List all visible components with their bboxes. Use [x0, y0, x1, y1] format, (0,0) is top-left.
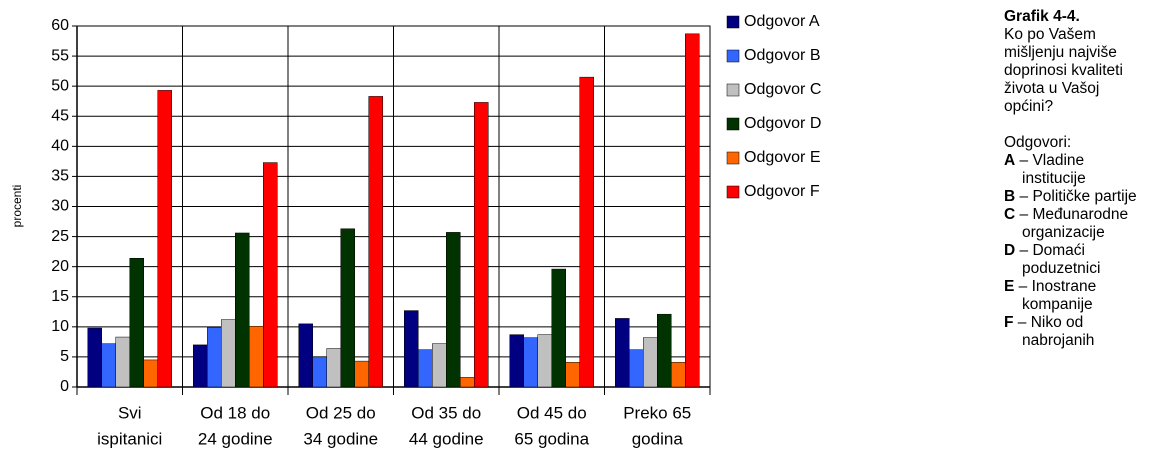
- legend-label: Odgovor C: [744, 81, 821, 98]
- y-tick-label: 10: [51, 318, 69, 335]
- answer-letter: C: [1004, 206, 1016, 223]
- bar: [326, 348, 341, 388]
- bar: [207, 327, 222, 388]
- answer-text: – Političke partije: [1019, 188, 1137, 205]
- y-axis-label: procenti: [10, 185, 24, 228]
- answer: C – Međunarodne organizacije: [1004, 206, 1149, 242]
- answer-text: – Inostrane kompanije: [1018, 278, 1097, 313]
- note-title: Grafik 4-4.: [1004, 8, 1080, 25]
- answer: D – Domaći poduzetnici: [1004, 242, 1149, 278]
- y-tick-label: 15: [51, 288, 69, 305]
- legend-swatch: [726, 117, 740, 131]
- y-tick-label: 25: [51, 228, 69, 245]
- bar: [474, 102, 489, 388]
- note-question: Ko po Vašem mišljenju najviše doprinosi …: [1004, 26, 1123, 115]
- y-tick-label: 5: [60, 348, 69, 365]
- bar: [249, 325, 264, 388]
- answers: A – Vladine institucije B – Političke par…: [1004, 152, 1149, 350]
- x-tick-label: Od 18 do: [200, 403, 270, 422]
- chart: procenti 0 5 10 15 20 25 30 35 40 45 50 55 60 Svi ispi…: [10, 13, 821, 448]
- y-tick-label: 35: [51, 168, 69, 185]
- x-tick-label: Od 45 do: [517, 403, 587, 422]
- x-tick-label: Svi: [118, 403, 142, 422]
- bar: [565, 362, 580, 388]
- x-tick-label: Od 35 do: [411, 403, 481, 422]
- answer-text: – Domaći poduzetnici: [1019, 242, 1101, 277]
- answer-text: – Međunarodne organizacije: [1019, 206, 1129, 241]
- legend-swatch: [726, 151, 740, 165]
- bar: [193, 344, 208, 388]
- answer-letter: B: [1004, 188, 1016, 205]
- answer: E – Inostrane kompanije: [1004, 278, 1149, 314]
- answer-letter: F: [1004, 314, 1014, 331]
- legend-swatch: [726, 185, 740, 199]
- legend-swatch: [726, 83, 740, 97]
- legend-label: Odgovor E: [744, 149, 820, 166]
- y-tick-label: 45: [51, 107, 69, 124]
- bar: [615, 318, 630, 388]
- legend-swatch: [726, 49, 740, 63]
- x-tick-label: ispitanici: [97, 429, 162, 448]
- answer-text: – Vladine institucije: [1019, 152, 1086, 187]
- bar: [579, 76, 594, 388]
- bar: [432, 343, 447, 388]
- legend-label: Odgovor F: [744, 183, 820, 200]
- bar: [509, 334, 524, 388]
- bar: [263, 162, 278, 388]
- answers-label: Odgovori:: [1004, 134, 1072, 151]
- x-tick-label: 65 godina: [514, 429, 589, 448]
- answer-letter: A: [1004, 152, 1016, 169]
- answer: A – Vladine institucije: [1004, 152, 1149, 188]
- bar: [643, 337, 658, 388]
- legend-swatch: [726, 15, 740, 29]
- x-tick-label: godina: [632, 429, 684, 448]
- bar: [685, 33, 700, 388]
- bar: [157, 90, 172, 388]
- bar: [446, 232, 461, 388]
- y-tick-label: 40: [51, 138, 69, 155]
- bar: [671, 362, 686, 388]
- answer: F – Niko od nabrojanih: [1004, 314, 1149, 350]
- bar: [312, 356, 327, 388]
- x-tick-label: 44 godine: [409, 429, 484, 448]
- y-tick-label: 30: [51, 198, 69, 215]
- legend-label: Odgovor A: [744, 13, 820, 30]
- side-note: Grafik 4-4. Ko po Vašem mišljenju najviš…: [1004, 8, 1149, 350]
- y-tick-label: 0: [60, 378, 69, 395]
- bar: [87, 327, 102, 388]
- bar: [340, 228, 355, 388]
- y-tick-label: 60: [51, 17, 69, 34]
- bar: [221, 319, 236, 388]
- y-tick-label: 20: [51, 258, 69, 275]
- y-tick-label: 50: [51, 77, 69, 94]
- bar: [460, 377, 475, 388]
- answer-letter: E: [1004, 278, 1015, 295]
- bar: [537, 334, 552, 388]
- x-tick-label: Od 25 do: [306, 403, 376, 422]
- bar: [657, 313, 672, 388]
- bar: [129, 257, 144, 388]
- x-tick-label: Preko 65: [623, 403, 691, 422]
- answer-letter: D: [1004, 242, 1016, 259]
- bar: [523, 337, 538, 388]
- x-tick-label: 24 godine: [198, 429, 273, 448]
- bar: [404, 310, 419, 388]
- legend-label: Odgovor D: [744, 115, 821, 132]
- x-tick-label: 34 godine: [303, 429, 378, 448]
- bar: [101, 343, 116, 388]
- answer: B – Političke partije: [1004, 188, 1149, 206]
- bar: [298, 323, 313, 388]
- bar: [418, 349, 433, 388]
- bar: [354, 360, 369, 388]
- bar: [629, 349, 644, 388]
- bar: [143, 359, 158, 388]
- bar: [551, 268, 566, 388]
- bar: [115, 336, 130, 388]
- legend-label: Odgovor B: [744, 47, 820, 64]
- y-tick-label: 55: [51, 47, 69, 64]
- bar: [235, 232, 250, 388]
- bar: [368, 96, 383, 388]
- answer-text: – Niko od nabrojanih: [1017, 314, 1095, 349]
